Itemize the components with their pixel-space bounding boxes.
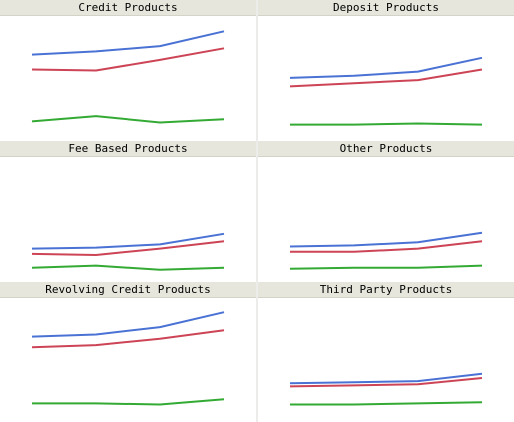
panel-title: Credit Products	[0, 0, 256, 16]
series-line-1	[31, 232, 225, 250]
series-line-1	[31, 30, 225, 56]
fee-based-products-panel: Fee Based Products	[0, 141, 256, 281]
series-line-1	[31, 311, 225, 338]
column-divider	[256, 0, 258, 422]
series-line-2	[289, 68, 483, 88]
deposit-products-panel: Deposit Products	[258, 0, 514, 140]
series-line-3	[31, 264, 225, 271]
series-line-3	[32, 398, 225, 406]
panel-title: Deposit Products	[258, 0, 514, 16]
panel-title: Revolving Credit Products	[0, 282, 256, 298]
series-line-2	[289, 377, 483, 388]
series-line-3	[31, 115, 225, 124]
third-party-products-panel: Third Party Products	[258, 282, 514, 422]
revolving-credit-products-panel: Revolving Credit Products	[0, 282, 256, 422]
series-line-1	[289, 56, 483, 79]
credit-products-panel: Credit Products	[0, 0, 256, 140]
line-chart	[31, 30, 225, 124]
line-chart	[289, 372, 483, 406]
series-line-2	[31, 329, 225, 349]
series-line-2	[31, 240, 225, 256]
series-line-3	[290, 122, 483, 126]
panel-title: Fee Based Products	[0, 141, 256, 157]
panel-title: Other Products	[258, 141, 514, 157]
other-products-panel: Other Products	[258, 141, 514, 281]
line-chart	[289, 56, 483, 126]
panel-title: Third Party Products	[258, 282, 514, 298]
line-chart	[31, 311, 225, 406]
series-line-1	[289, 372, 483, 385]
series-line-2	[31, 47, 225, 72]
line-chart	[31, 232, 225, 271]
series-line-2	[290, 240, 483, 253]
series-line-3	[289, 264, 483, 270]
series-line-1	[289, 231, 483, 248]
series-line-3	[290, 401, 483, 406]
line-chart	[289, 231, 483, 270]
